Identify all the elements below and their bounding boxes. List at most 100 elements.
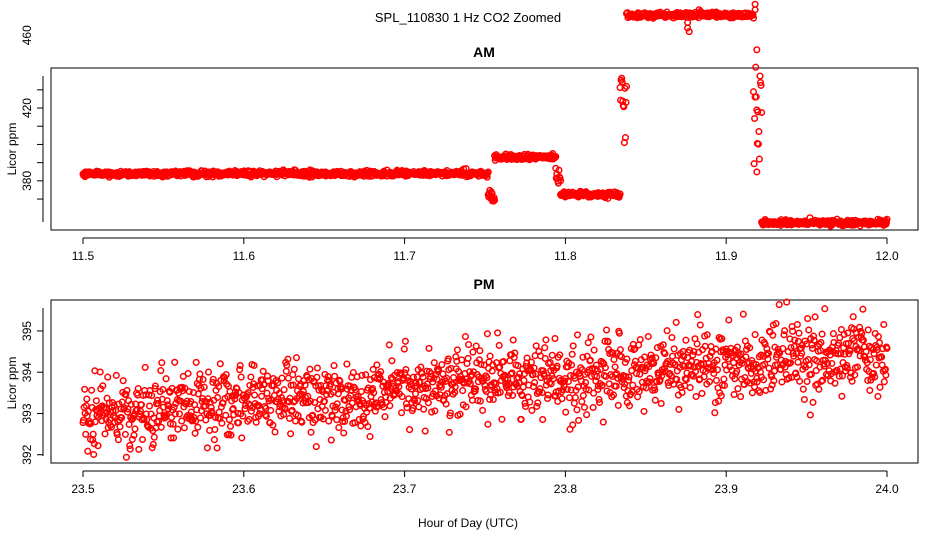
pm-data-point bbox=[370, 389, 378, 397]
pm-data-point bbox=[331, 406, 339, 414]
pm-data-point bbox=[260, 380, 268, 389]
pm-data-point bbox=[761, 360, 769, 368]
pm-data-point bbox=[858, 329, 866, 337]
pm-data-point bbox=[365, 404, 373, 412]
pm-data-point bbox=[793, 320, 801, 329]
pm-data-point bbox=[640, 407, 648, 415]
pm-data-point bbox=[772, 320, 780, 328]
pm-data-point bbox=[366, 433, 374, 441]
pm-data-point bbox=[710, 369, 718, 378]
pm-data-point bbox=[821, 305, 829, 313]
pm-data-point bbox=[527, 358, 535, 366]
pm-data-point bbox=[112, 371, 120, 379]
pm-data-point bbox=[127, 400, 135, 408]
pm-data-point bbox=[472, 385, 480, 393]
pm-data-point bbox=[298, 418, 306, 426]
pm-data-point bbox=[116, 423, 124, 431]
pm-data-point bbox=[781, 327, 789, 335]
pm-data-point bbox=[594, 385, 602, 394]
pm-data-point bbox=[331, 372, 339, 380]
pm-data-point bbox=[875, 339, 884, 347]
pm-data-point bbox=[675, 405, 683, 413]
am-data-point bbox=[753, 46, 761, 54]
pm-data-point bbox=[880, 378, 888, 386]
pm-data-point bbox=[582, 379, 590, 387]
pm-data-point bbox=[92, 397, 100, 405]
pm-data-point bbox=[191, 429, 199, 437]
pm-data-point bbox=[280, 386, 288, 394]
pm-data-point bbox=[516, 370, 524, 378]
pm-data-point bbox=[567, 386, 575, 394]
pm-data-point bbox=[96, 368, 104, 376]
pm-data-point bbox=[608, 393, 616, 401]
pm-data-point bbox=[806, 411, 814, 419]
pm-data-point bbox=[725, 316, 733, 324]
pm-data-point bbox=[400, 345, 408, 353]
pm-data-point bbox=[466, 380, 474, 388]
figure-x-axis-label: Hour of Day (UTC) bbox=[418, 516, 518, 530]
pm-data-point bbox=[411, 390, 420, 398]
pm-data-point bbox=[386, 402, 394, 410]
pm-data-point bbox=[451, 383, 459, 391]
pm-data-point bbox=[786, 359, 795, 367]
pm-data-point bbox=[342, 407, 350, 415]
pm-data-point bbox=[290, 365, 298, 373]
pm-data-point bbox=[859, 305, 867, 313]
pm-data-point bbox=[274, 379, 282, 387]
pm-x-tick-label: 23.9 bbox=[715, 482, 739, 496]
pm-data-point bbox=[724, 355, 732, 363]
pm-data-point bbox=[575, 416, 583, 424]
pm-data-point bbox=[804, 315, 812, 323]
pm-data-point bbox=[840, 330, 848, 339]
pm-data-point bbox=[805, 361, 813, 369]
pm-data-point bbox=[573, 331, 582, 339]
am-data-point bbox=[752, 93, 760, 101]
am-data-point bbox=[685, 28, 693, 36]
pm-data-point bbox=[203, 444, 211, 452]
pm-data-point bbox=[610, 355, 618, 364]
pm-data-point bbox=[866, 356, 874, 364]
pm-data-point bbox=[616, 346, 624, 354]
pm-data-point bbox=[872, 361, 880, 369]
pm-data-point bbox=[812, 367, 820, 375]
pm-data-point bbox=[222, 371, 230, 379]
pm-data-point bbox=[651, 396, 659, 404]
pm-data-point bbox=[746, 379, 754, 387]
pm-data-point bbox=[602, 326, 611, 334]
pm-data-point bbox=[178, 417, 186, 425]
pm-data-point bbox=[864, 326, 872, 334]
pm-data-point bbox=[238, 434, 246, 442]
pm-data-point bbox=[542, 336, 550, 344]
pm-data-point bbox=[528, 406, 536, 414]
pm-data-point bbox=[159, 385, 167, 394]
pm-data-point bbox=[646, 374, 654, 383]
pm-data-point bbox=[107, 423, 115, 431]
pm-data-point bbox=[601, 337, 609, 345]
pm-data-point bbox=[267, 406, 275, 414]
pm-data-point bbox=[730, 390, 738, 399]
pm-data-point bbox=[239, 412, 247, 420]
pm-data-point bbox=[209, 378, 217, 386]
am-y-tick-label: 420 bbox=[20, 98, 34, 118]
pm-data-point bbox=[428, 408, 436, 416]
pm-data-point bbox=[333, 416, 341, 424]
pm-data-point bbox=[398, 409, 406, 417]
pm-data-point bbox=[479, 406, 487, 414]
pm-data-point bbox=[421, 427, 429, 435]
pm-data-point bbox=[764, 349, 773, 357]
pm-data-point bbox=[174, 425, 182, 433]
pm-data-point bbox=[464, 354, 472, 362]
pm-data-point bbox=[285, 414, 294, 422]
pm-data-point bbox=[584, 339, 592, 347]
pm-data-point bbox=[698, 389, 706, 397]
pm-data-point bbox=[495, 341, 503, 349]
am-data-point bbox=[484, 168, 492, 176]
am-data-point bbox=[756, 72, 764, 80]
pm-data-point bbox=[215, 382, 223, 391]
pm-data-point bbox=[190, 413, 198, 422]
pm-data-points bbox=[79, 298, 891, 461]
pm-data-point bbox=[523, 354, 531, 362]
pm-data-point bbox=[692, 392, 700, 401]
pm-data-point bbox=[452, 353, 460, 361]
pm-data-point bbox=[689, 351, 697, 359]
